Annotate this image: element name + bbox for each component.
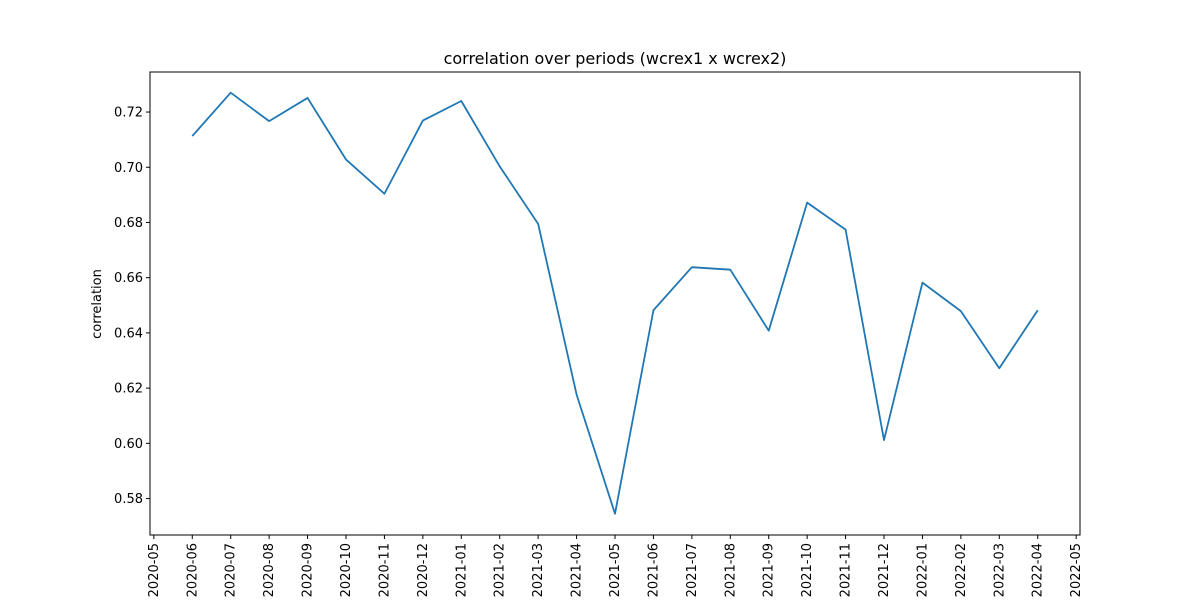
x-tick-label: 2021-01 <box>454 543 469 597</box>
x-tick-label: 2021-11 <box>839 543 854 597</box>
y-axis-label: correlation <box>90 269 105 339</box>
axis-ticks: 2020-05 2020-06 2020-07 2020-08 2020-09 2020-… <box>114 106 1084 598</box>
chart-title: correlation over periods (wcrex1 x wcrex… <box>444 49 787 68</box>
data-point <box>691 266 693 268</box>
x-tick-label: 2020-08 <box>262 543 277 597</box>
x-tick-label: 2020-10 <box>339 543 354 597</box>
x-tick-label: 2021-10 <box>800 543 815 597</box>
data-point <box>614 513 616 515</box>
y-tick-label: 0.70 <box>114 161 143 176</box>
x-tick-label: 2021-06 <box>646 543 661 597</box>
data-point <box>460 100 462 102</box>
data-point <box>921 282 923 284</box>
y-tick-label: 0.68 <box>114 216 143 231</box>
data-point <box>537 223 539 225</box>
x-tick-label: 2020-07 <box>224 543 239 597</box>
y-tick-label: 0.72 <box>114 106 143 121</box>
y-tick-label: 0.62 <box>114 382 143 397</box>
x-tick-label: 2021-12 <box>877 543 892 597</box>
data-point <box>383 193 385 195</box>
data-point <box>576 393 578 395</box>
data-point <box>268 120 270 122</box>
data-point <box>307 97 309 99</box>
x-tick-label: 2021-07 <box>685 543 700 597</box>
x-tick-label: 2022-05 <box>1069 543 1084 597</box>
x-tick-label: 2020-09 <box>301 543 316 597</box>
x-tick-label: 2020-11 <box>377 543 392 597</box>
x-tick-label: 2021-04 <box>570 543 585 597</box>
data-point <box>998 367 1000 369</box>
x-tick-label: 2021-05 <box>608 543 623 597</box>
data-point <box>652 309 654 311</box>
data-point <box>960 310 962 312</box>
x-tick-label: 2022-04 <box>1031 543 1046 597</box>
x-tick-label: 2021-08 <box>723 543 738 597</box>
plot-area-frame <box>149 71 1081 536</box>
x-tick-label: 2021-09 <box>762 543 777 597</box>
data-point <box>422 120 424 122</box>
y-tick-label: 0.64 <box>114 326 143 341</box>
y-tick-label: 0.58 <box>114 492 143 507</box>
data-point <box>345 159 347 161</box>
x-tick-label: 2020-06 <box>185 543 200 597</box>
x-tick-label: 2022-01 <box>915 543 930 597</box>
data-point <box>230 92 232 94</box>
x-tick-label: 2020-12 <box>416 543 431 597</box>
y-tick-label: 0.60 <box>114 437 143 452</box>
x-tick-label: 2021-02 <box>493 543 508 597</box>
data-point <box>1037 309 1039 311</box>
x-tick-label: 2021-03 <box>531 543 546 597</box>
data-point <box>768 330 770 332</box>
data-point <box>729 269 731 271</box>
data-point <box>883 439 885 441</box>
x-tick-label: 2020-05 <box>147 543 162 597</box>
data-point <box>499 165 501 167</box>
x-tick-label: 2022-02 <box>954 543 969 597</box>
y-tick-label: 0.66 <box>114 271 143 286</box>
data-point <box>191 135 193 137</box>
x-tick-label: 2022-03 <box>992 543 1007 597</box>
series-line <box>191 91 1039 515</box>
data-point <box>806 202 808 204</box>
data-point <box>845 229 847 231</box>
series-layer <box>191 91 1039 515</box>
